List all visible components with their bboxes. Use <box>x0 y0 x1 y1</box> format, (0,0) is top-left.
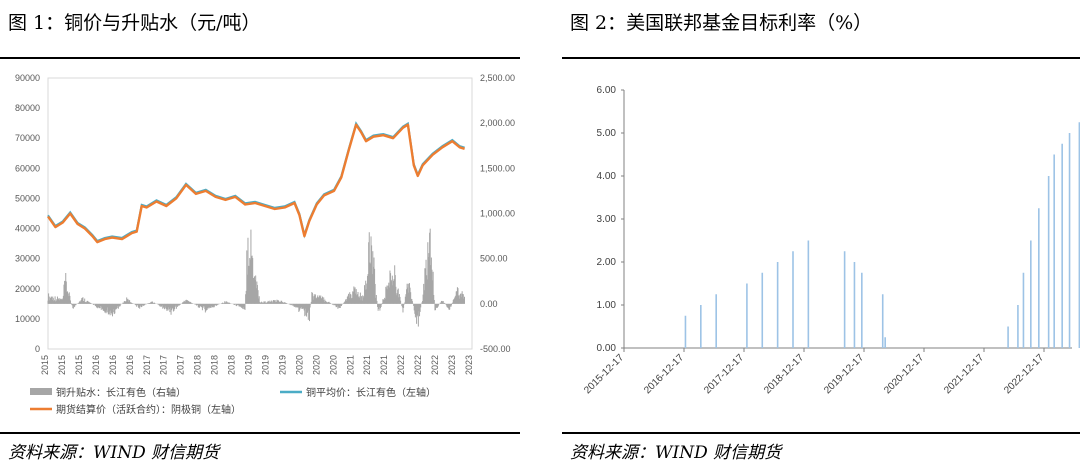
x-tick-label: 2023 <box>464 355 474 375</box>
figure-2-source: 资料来源：WIND 财信期货 <box>570 443 782 463</box>
x-tick-label: 2016 <box>108 355 118 375</box>
y-tick-label: 2.00 <box>597 257 617 268</box>
avg-price-line <box>47 121 465 243</box>
rate-bars <box>684 122 1080 348</box>
legend-label: 铜平均价：长江有色（左轴） <box>306 386 436 399</box>
x-tick-label: 2021 <box>379 355 389 375</box>
x-tick-label: 2018 <box>227 355 237 375</box>
plot-area <box>47 77 473 350</box>
y-tick-label: 1.00 <box>597 300 617 311</box>
x-tick-label: 2015 <box>74 355 84 375</box>
x-tick-label: 2022 <box>396 355 406 375</box>
y-left-tick-label: 70000 <box>15 133 40 143</box>
figure-copper-price-panel: 图 1：铜价与升贴水（元/吨） 0 10000 20000 30000 40000 500… <box>0 0 520 472</box>
x-tick-label: 2021-12-17 <box>942 352 986 396</box>
x-tick-label: 2016 <box>91 355 101 375</box>
x-tick-label: 2017 <box>176 355 186 375</box>
y-left-tick-label: 90000 <box>15 73 40 83</box>
y-left-tick-label: 60000 <box>15 163 40 173</box>
x-tick-label: 2015 <box>40 355 50 375</box>
figure-2-title: 图 2：美国联邦基金目标利率（%） <box>570 12 873 34</box>
x-tick-label: 2018 <box>210 355 220 375</box>
x-tick-label: 2021 <box>345 355 355 375</box>
y-tick-label: 4.00 <box>597 171 617 182</box>
y-right-tick-label: 0.00 <box>480 299 498 309</box>
y-left-tick-label: 80000 <box>15 103 40 113</box>
x-tick-label: 2019 <box>244 355 254 375</box>
y-left-tick-label: 30000 <box>15 254 40 264</box>
x-tick-label: 2015 <box>57 355 67 375</box>
x-tick-label: 2019-12-17 <box>822 352 866 396</box>
y-tick-label: 0.00 <box>597 343 617 354</box>
x-tick-label: 2017 <box>159 355 169 375</box>
x-tick-label: 2017-12-17 <box>702 352 746 396</box>
legend-label: 期货结算价（活跃合约）：阴极铜（左轴） <box>56 403 241 416</box>
x-tick-label: 2020 <box>294 355 304 375</box>
y-right-tick-label: 2,000.00 <box>480 118 515 128</box>
figure-1-source: 资料来源：WIND 财信期货 <box>8 443 220 463</box>
y-tick-label: 3.00 <box>597 214 617 225</box>
x-tick-label: 2016 <box>125 355 135 375</box>
y-right-tick-label: 1,000.00 <box>480 209 515 219</box>
legend-swatch <box>30 388 52 395</box>
y-right-tick-label: -500.00 <box>480 344 511 354</box>
fed-rate-chart: 0.00 1.00 2.00 3.00 4.00 5.00 6.00 2015-12-17 20… <box>582 85 1080 396</box>
top-rule <box>0 57 520 59</box>
x-tick-label: 2022-12-17 <box>1002 352 1046 396</box>
x-tick-label: 2018 <box>193 355 203 375</box>
bottom-rule <box>0 432 520 434</box>
x-tick-label: 2020 <box>328 355 338 375</box>
y-left-tick-label: 0 <box>35 344 40 354</box>
y-right-tick-label: 1,500.00 <box>480 163 515 173</box>
y-tick-label: 5.00 <box>597 128 617 139</box>
futures-price-line <box>47 123 465 244</box>
x-tick-label: 2020 <box>311 355 321 375</box>
y-left-tick-label: 10000 <box>15 314 40 324</box>
x-tick-label: 2018-12-17 <box>762 352 806 396</box>
spread-bars <box>47 228 466 327</box>
x-tick-label: 2019 <box>277 355 287 375</box>
x-tick-label: 2016-12-17 <box>642 352 686 396</box>
x-tick-label: 2015-12-17 <box>582 352 626 396</box>
copper-price-chart: 0 10000 20000 30000 40000 50000 60000 70000 8000… <box>15 73 515 416</box>
legend-label: 铜升贴水：长江有色（右轴） <box>56 386 186 399</box>
y-right-tick-label: 2,500.00 <box>480 73 515 83</box>
figure-1-title: 图 1：铜价与升贴水（元/吨） <box>8 12 261 34</box>
top-rule <box>562 57 1080 59</box>
bottom-rule <box>562 432 1080 434</box>
x-tick-label: 2022 <box>430 355 440 375</box>
x-tick-label: 2023 <box>447 355 457 375</box>
figure-fed-rate-panel: 图 2：美国联邦基金目标利率（%） 0.00 1.00 2.00 3.00 4.00 5.… <box>562 0 1080 472</box>
x-tick-label: 2022 <box>413 355 423 375</box>
x-tick-label: 2017 <box>142 355 152 375</box>
y-left-tick-label: 20000 <box>15 284 40 294</box>
y-tick-label: 6.00 <box>597 85 617 96</box>
legend: 铜升贴水：长江有色（右轴） 铜平均价：长江有色（左轴） 期货结算价（活跃合约）：阴极… <box>30 386 436 416</box>
y-left-tick-label: 40000 <box>15 224 40 234</box>
x-tick-label: 2020-12-17 <box>882 352 926 396</box>
x-tick-label: 2019 <box>260 355 270 375</box>
x-tick-label: 2021 <box>362 355 372 375</box>
y-right-tick-label: 500.00 <box>480 254 508 264</box>
y-left-tick-label: 50000 <box>15 193 40 203</box>
